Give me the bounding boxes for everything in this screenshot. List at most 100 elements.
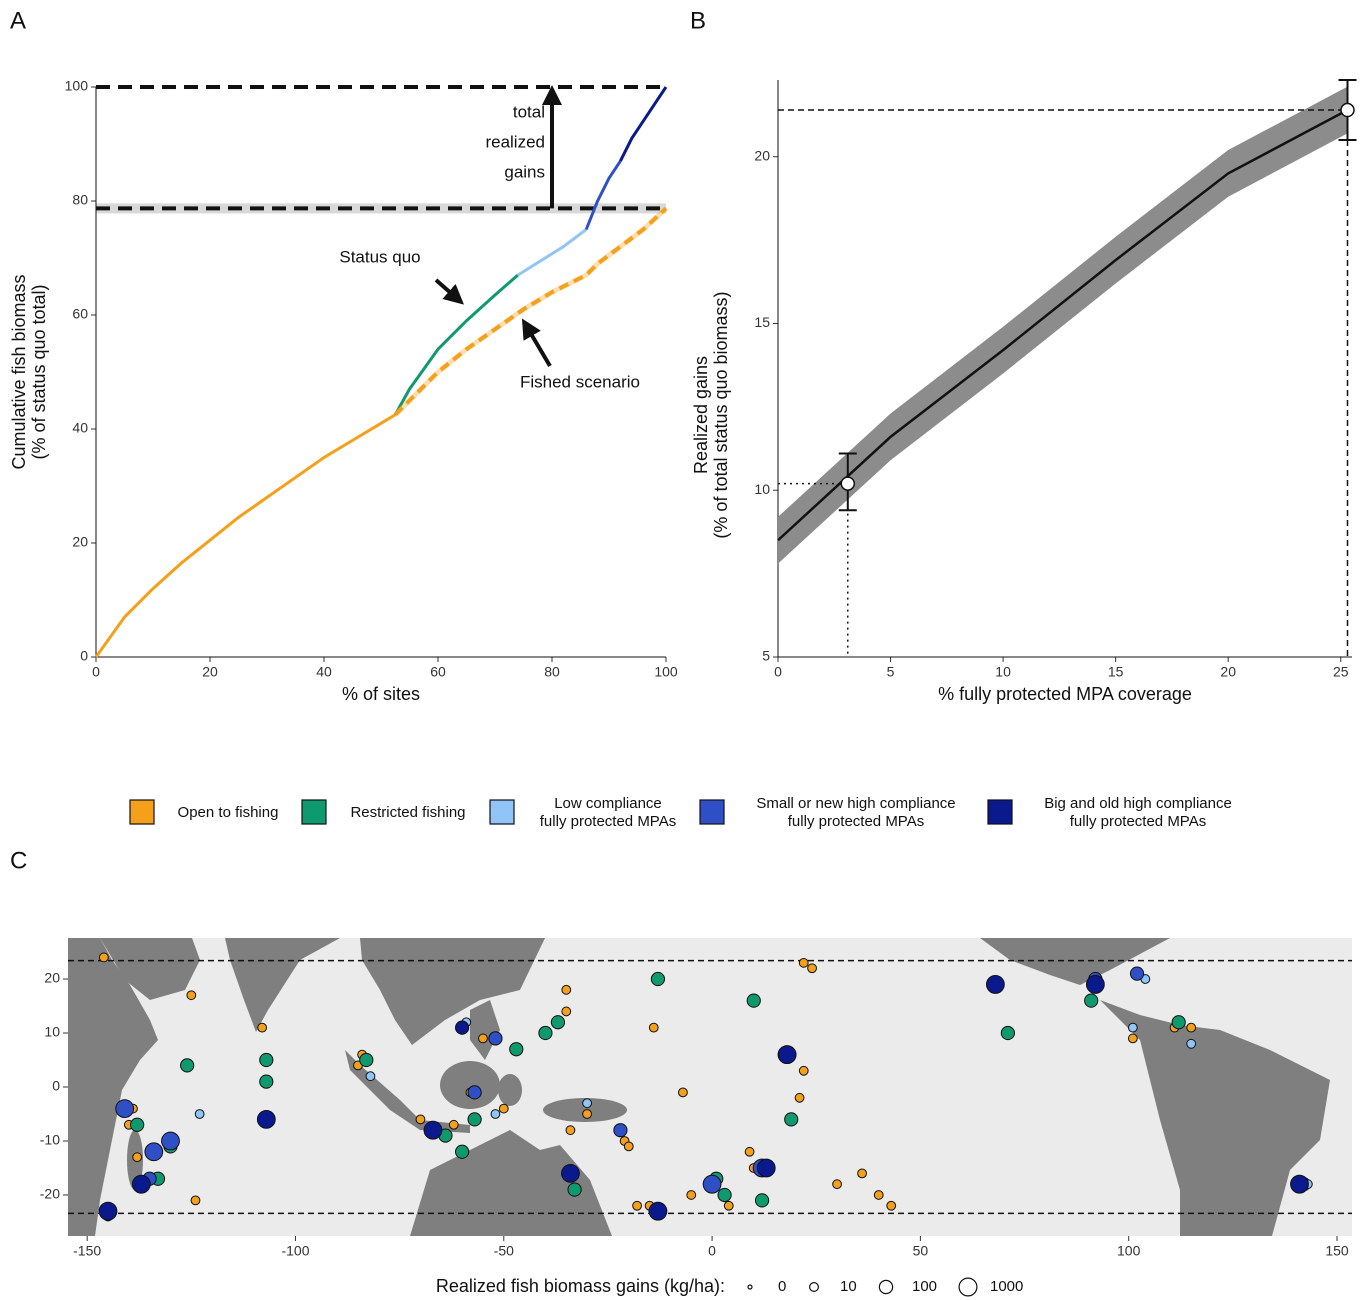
x-tick-label: -50 <box>494 1243 514 1259</box>
y-tick-label: 20 <box>44 970 60 986</box>
y-tick-label: 5 <box>762 648 770 664</box>
site-point <box>259 1052 274 1068</box>
series-line <box>393 273 519 416</box>
annotation: Status quo <box>339 247 420 266</box>
x-tick-label: 0 <box>708 1243 716 1259</box>
x-tick-label: 50 <box>913 1243 929 1259</box>
point <box>1340 102 1355 118</box>
site-point <box>756 1158 776 1178</box>
site-point <box>259 1074 274 1089</box>
size-key <box>958 1277 978 1297</box>
site-point <box>359 1052 374 1068</box>
legend-swatch <box>489 799 515 825</box>
site-point <box>1085 975 1105 994</box>
y-tick-label: 60 <box>72 306 88 322</box>
site-point <box>161 1131 180 1151</box>
site-point <box>794 1092 805 1103</box>
site-point <box>784 1112 799 1127</box>
size-key-label: 1000 <box>990 1278 1023 1295</box>
site-point <box>632 1200 642 1211</box>
site-point <box>256 1109 276 1129</box>
land <box>68 938 158 1236</box>
x-axis-title: % fully protected MPA coverage <box>938 684 1192 704</box>
site-point <box>857 1168 867 1179</box>
site-point <box>777 1045 797 1065</box>
site-point <box>985 975 1005 994</box>
y-axis-title: (% of status quo total) <box>29 284 49 459</box>
panel-label: A <box>10 7 26 34</box>
site-point <box>807 963 817 974</box>
site-point <box>717 1187 732 1203</box>
size-legend-title: Realized fish biomass gains (kg/ha): <box>436 1276 725 1296</box>
site-point <box>1129 966 1145 981</box>
site-point <box>1186 1022 1197 1033</box>
size-key-label: 100 <box>912 1278 937 1295</box>
annotation: gains <box>504 162 545 181</box>
annotation: total <box>513 102 545 121</box>
x-tick-label: 5 <box>887 664 895 680</box>
site-point <box>448 1119 459 1130</box>
site-point <box>582 1098 592 1109</box>
trend-line <box>777 108 1349 542</box>
series-line <box>94 413 397 658</box>
y-tick-label: 100 <box>65 78 89 94</box>
site-point <box>832 1179 842 1190</box>
site-point <box>550 1015 566 1030</box>
size-key <box>747 1284 753 1290</box>
land <box>360 938 545 1045</box>
site-point <box>190 1195 201 1206</box>
land <box>1100 1000 1330 1236</box>
site-point <box>490 1109 501 1119</box>
x-tick-label: 15 <box>1108 664 1124 680</box>
panel-label: C <box>10 847 27 874</box>
legend-swatch <box>699 799 725 825</box>
site-point <box>746 993 761 1008</box>
legend-label: Big and old high compliance <box>1044 795 1232 812</box>
site-point <box>1186 1038 1197 1049</box>
site-point <box>798 1065 809 1076</box>
site-point <box>723 1200 734 1211</box>
site-point <box>467 1085 482 1100</box>
site-point <box>478 1033 488 1044</box>
legend-swatch <box>987 799 1013 825</box>
y-axis-title: (% of total status quo biomass) <box>711 291 731 538</box>
x-tick-label: 80 <box>544 664 560 680</box>
site-point <box>623 1141 634 1152</box>
site-point <box>678 1087 688 1098</box>
site-point <box>648 1201 668 1221</box>
panel-label: B <box>690 7 706 34</box>
x-tick-label: 60 <box>430 664 446 680</box>
legend-label: Small or new high compliance <box>756 795 955 812</box>
plots: 0 20 40 60 80 100020406080100totalrealizedgai… <box>9 7 1357 1297</box>
x-axis-title: % of sites <box>342 684 420 704</box>
point <box>840 476 856 491</box>
y-tick-label: -10 <box>40 1132 60 1148</box>
site-point <box>561 984 572 995</box>
y-tick-label: 0 <box>80 648 88 664</box>
legend-swatch <box>301 799 327 825</box>
site-point <box>744 1146 755 1157</box>
y-axis-title: Realized gains <box>691 356 711 474</box>
legend-label: fully protected MPAs <box>540 813 676 830</box>
y-tick-label: -20 <box>40 1186 60 1202</box>
series-line <box>619 86 668 162</box>
site-point <box>686 1190 697 1200</box>
site-point <box>130 1117 145 1132</box>
site-point <box>144 1142 164 1162</box>
site-point <box>455 1144 470 1159</box>
size-key <box>878 1279 894 1295</box>
site-point <box>115 1099 135 1118</box>
site-point <box>186 990 197 1001</box>
site-point <box>98 1201 118 1221</box>
legend-label: Open to fishing <box>178 804 279 821</box>
land <box>498 1074 522 1106</box>
site-point <box>423 1120 443 1140</box>
site-point <box>1171 1015 1186 1030</box>
site-point <box>873 1190 884 1200</box>
site-point <box>1000 1025 1015 1041</box>
site-point <box>650 971 666 987</box>
y-tick-label: 0 <box>52 1078 60 1094</box>
site-point <box>798 957 809 968</box>
land <box>100 938 200 1000</box>
x-tick-label: 150 <box>1325 1243 1349 1259</box>
